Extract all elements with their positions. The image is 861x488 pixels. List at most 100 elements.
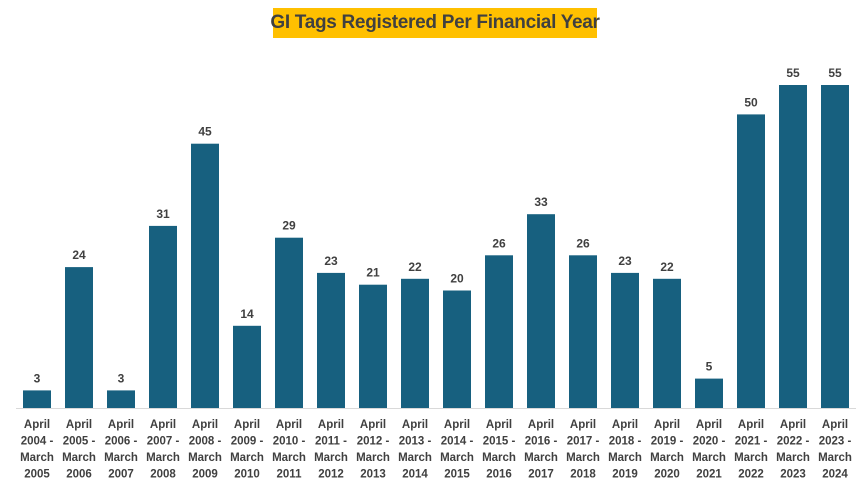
bar <box>569 255 597 408</box>
x-tick-label-line: April <box>570 419 596 431</box>
data-label: 22 <box>408 260 422 274</box>
bar <box>107 390 135 408</box>
data-label: 55 <box>828 66 842 80</box>
x-tick-label: April 2013 - March 2014 <box>398 419 432 481</box>
x-tick-label: April 2016 - March 2017 <box>524 419 558 481</box>
x-tick-label-line: March <box>146 452 180 464</box>
x-tick-label-line: April <box>234 419 260 431</box>
data-label: 20 <box>450 272 464 286</box>
x-tick-label-line: 2021 <box>696 469 722 481</box>
x-tick-label-line: 2013 <box>360 469 386 481</box>
x-tick-label-line: March <box>230 452 264 464</box>
x-tick-label-line: April <box>696 419 722 431</box>
x-tick-label-line: 2016 - <box>525 436 558 448</box>
x-tick-label-line: March <box>398 452 432 464</box>
x-tick-label-line: March <box>356 452 390 464</box>
x-tick-label-line: March <box>20 452 54 464</box>
x-tick-label: April 2018 - March 2019 <box>608 419 642 481</box>
x-tick-label-line: 2017 - <box>567 436 600 448</box>
x-tick-label: April 2008 - March 2009 <box>188 419 222 481</box>
data-label: 21 <box>366 266 380 280</box>
x-tick-label-line: March <box>440 452 474 464</box>
bar <box>737 114 765 409</box>
data-label: 26 <box>576 236 590 250</box>
x-tick-label-line: 2015 - <box>483 436 516 448</box>
x-tick-label-line: 2022 - <box>777 436 810 448</box>
x-tick-label-line: 2021 - <box>735 436 768 448</box>
x-tick-label-line: 2023 <box>780 469 806 481</box>
bar <box>695 378 723 408</box>
x-tick-label-line: 2010 - <box>273 436 306 448</box>
x-tick-label-line: 2004 - <box>21 436 54 448</box>
x-tick-label-line: April <box>402 419 428 431</box>
x-tick-label-line: April <box>108 419 134 431</box>
x-tick-label-line: March <box>692 452 726 464</box>
x-tick-label-line: March <box>650 452 684 464</box>
x-tick-label: April 2014 - March 2015 <box>440 419 474 481</box>
bar <box>149 225 177 408</box>
data-label: 3 <box>34 371 41 385</box>
bar <box>653 278 681 408</box>
x-tick-label: April 2021 - March 2022 <box>734 419 768 481</box>
x-tick-label: April 2011 - March 2012 <box>314 419 348 481</box>
x-tick-label-line: April <box>654 419 680 431</box>
x-tick-label-line: March <box>104 452 138 464</box>
x-tick-label-line: 2007 <box>108 469 134 481</box>
x-tick-label-line: 2012 - <box>357 436 390 448</box>
x-tick-label-line: 2016 <box>486 469 512 481</box>
x-tick-label-line: 2005 - <box>63 436 96 448</box>
x-tick-label: April 2022 - March 2023 <box>776 419 810 481</box>
chart-title: GI Tags Registered Per Financial Year <box>270 12 600 33</box>
x-tick-label-line: 2019 <box>612 469 638 481</box>
data-label: 31 <box>156 207 170 221</box>
x-tick-label-line: March <box>272 452 306 464</box>
x-tick-label: April 2005 - March 2006 <box>62 419 96 481</box>
x-tick-label-line: April <box>318 419 344 431</box>
x-tick-label: April 2004 - March 2005 <box>20 419 54 481</box>
x-tick-label-line: 2020 - <box>693 436 726 448</box>
chart-title-box: GI Tags Registered Per Financial Year <box>270 8 600 38</box>
x-tick-label: April 2007 - March 2008 <box>146 419 180 481</box>
x-tick-label-line: 2009 - <box>231 436 264 448</box>
x-tick-label-line: March <box>314 452 348 464</box>
x-tick-label-line: 2006 - <box>105 436 138 448</box>
x-tick-label-line: March <box>188 452 222 464</box>
data-label: 26 <box>492 236 506 250</box>
x-tick-label-line: 2010 <box>234 469 260 481</box>
data-label: 3 <box>118 371 125 385</box>
x-tick-label-line: 2009 <box>192 469 218 481</box>
x-tick-label-line: April <box>444 419 470 431</box>
x-tick-label-line: 2006 <box>66 469 92 481</box>
x-tick-label-line: 2024 <box>822 469 848 481</box>
x-tick-label: April 2023 - March 2024 <box>818 419 852 481</box>
data-label: 55 <box>786 66 800 80</box>
x-tick-label-line: 2014 - <box>441 436 474 448</box>
x-tick-label-line: April <box>612 419 638 431</box>
x-tick-label-line: 2007 - <box>147 436 180 448</box>
bar <box>401 278 429 408</box>
x-tick-label-line: 2008 <box>150 469 176 481</box>
x-tick-label-line: 2018 <box>570 469 596 481</box>
x-tick-label-line: 2015 <box>444 469 470 481</box>
x-tick-label: April 2019 - March 2020 <box>650 419 684 481</box>
data-label: 33 <box>534 195 548 209</box>
x-tick-label-line: 2005 <box>24 469 50 481</box>
bar <box>359 284 387 408</box>
data-label: 23 <box>324 254 338 268</box>
x-tick-label-line: March <box>818 452 852 464</box>
bar <box>233 325 261 408</box>
x-tick-label-line: 2012 <box>318 469 344 481</box>
x-tick-label-line: March <box>524 452 558 464</box>
bar <box>317 272 345 408</box>
x-tick-label-line: 2023 - <box>819 436 852 448</box>
bar <box>275 237 303 408</box>
x-tick-label-line: 2022 <box>738 469 764 481</box>
x-tick-label-line: March <box>734 452 768 464</box>
x-tick-label-line: April <box>486 419 512 431</box>
x-tick-label-line: April <box>192 419 218 431</box>
data-label: 23 <box>618 254 632 268</box>
x-tick-label-line: March <box>62 452 96 464</box>
x-tick-label-line: April <box>66 419 92 431</box>
x-tick-label: April 2015 - March 2016 <box>482 419 516 481</box>
